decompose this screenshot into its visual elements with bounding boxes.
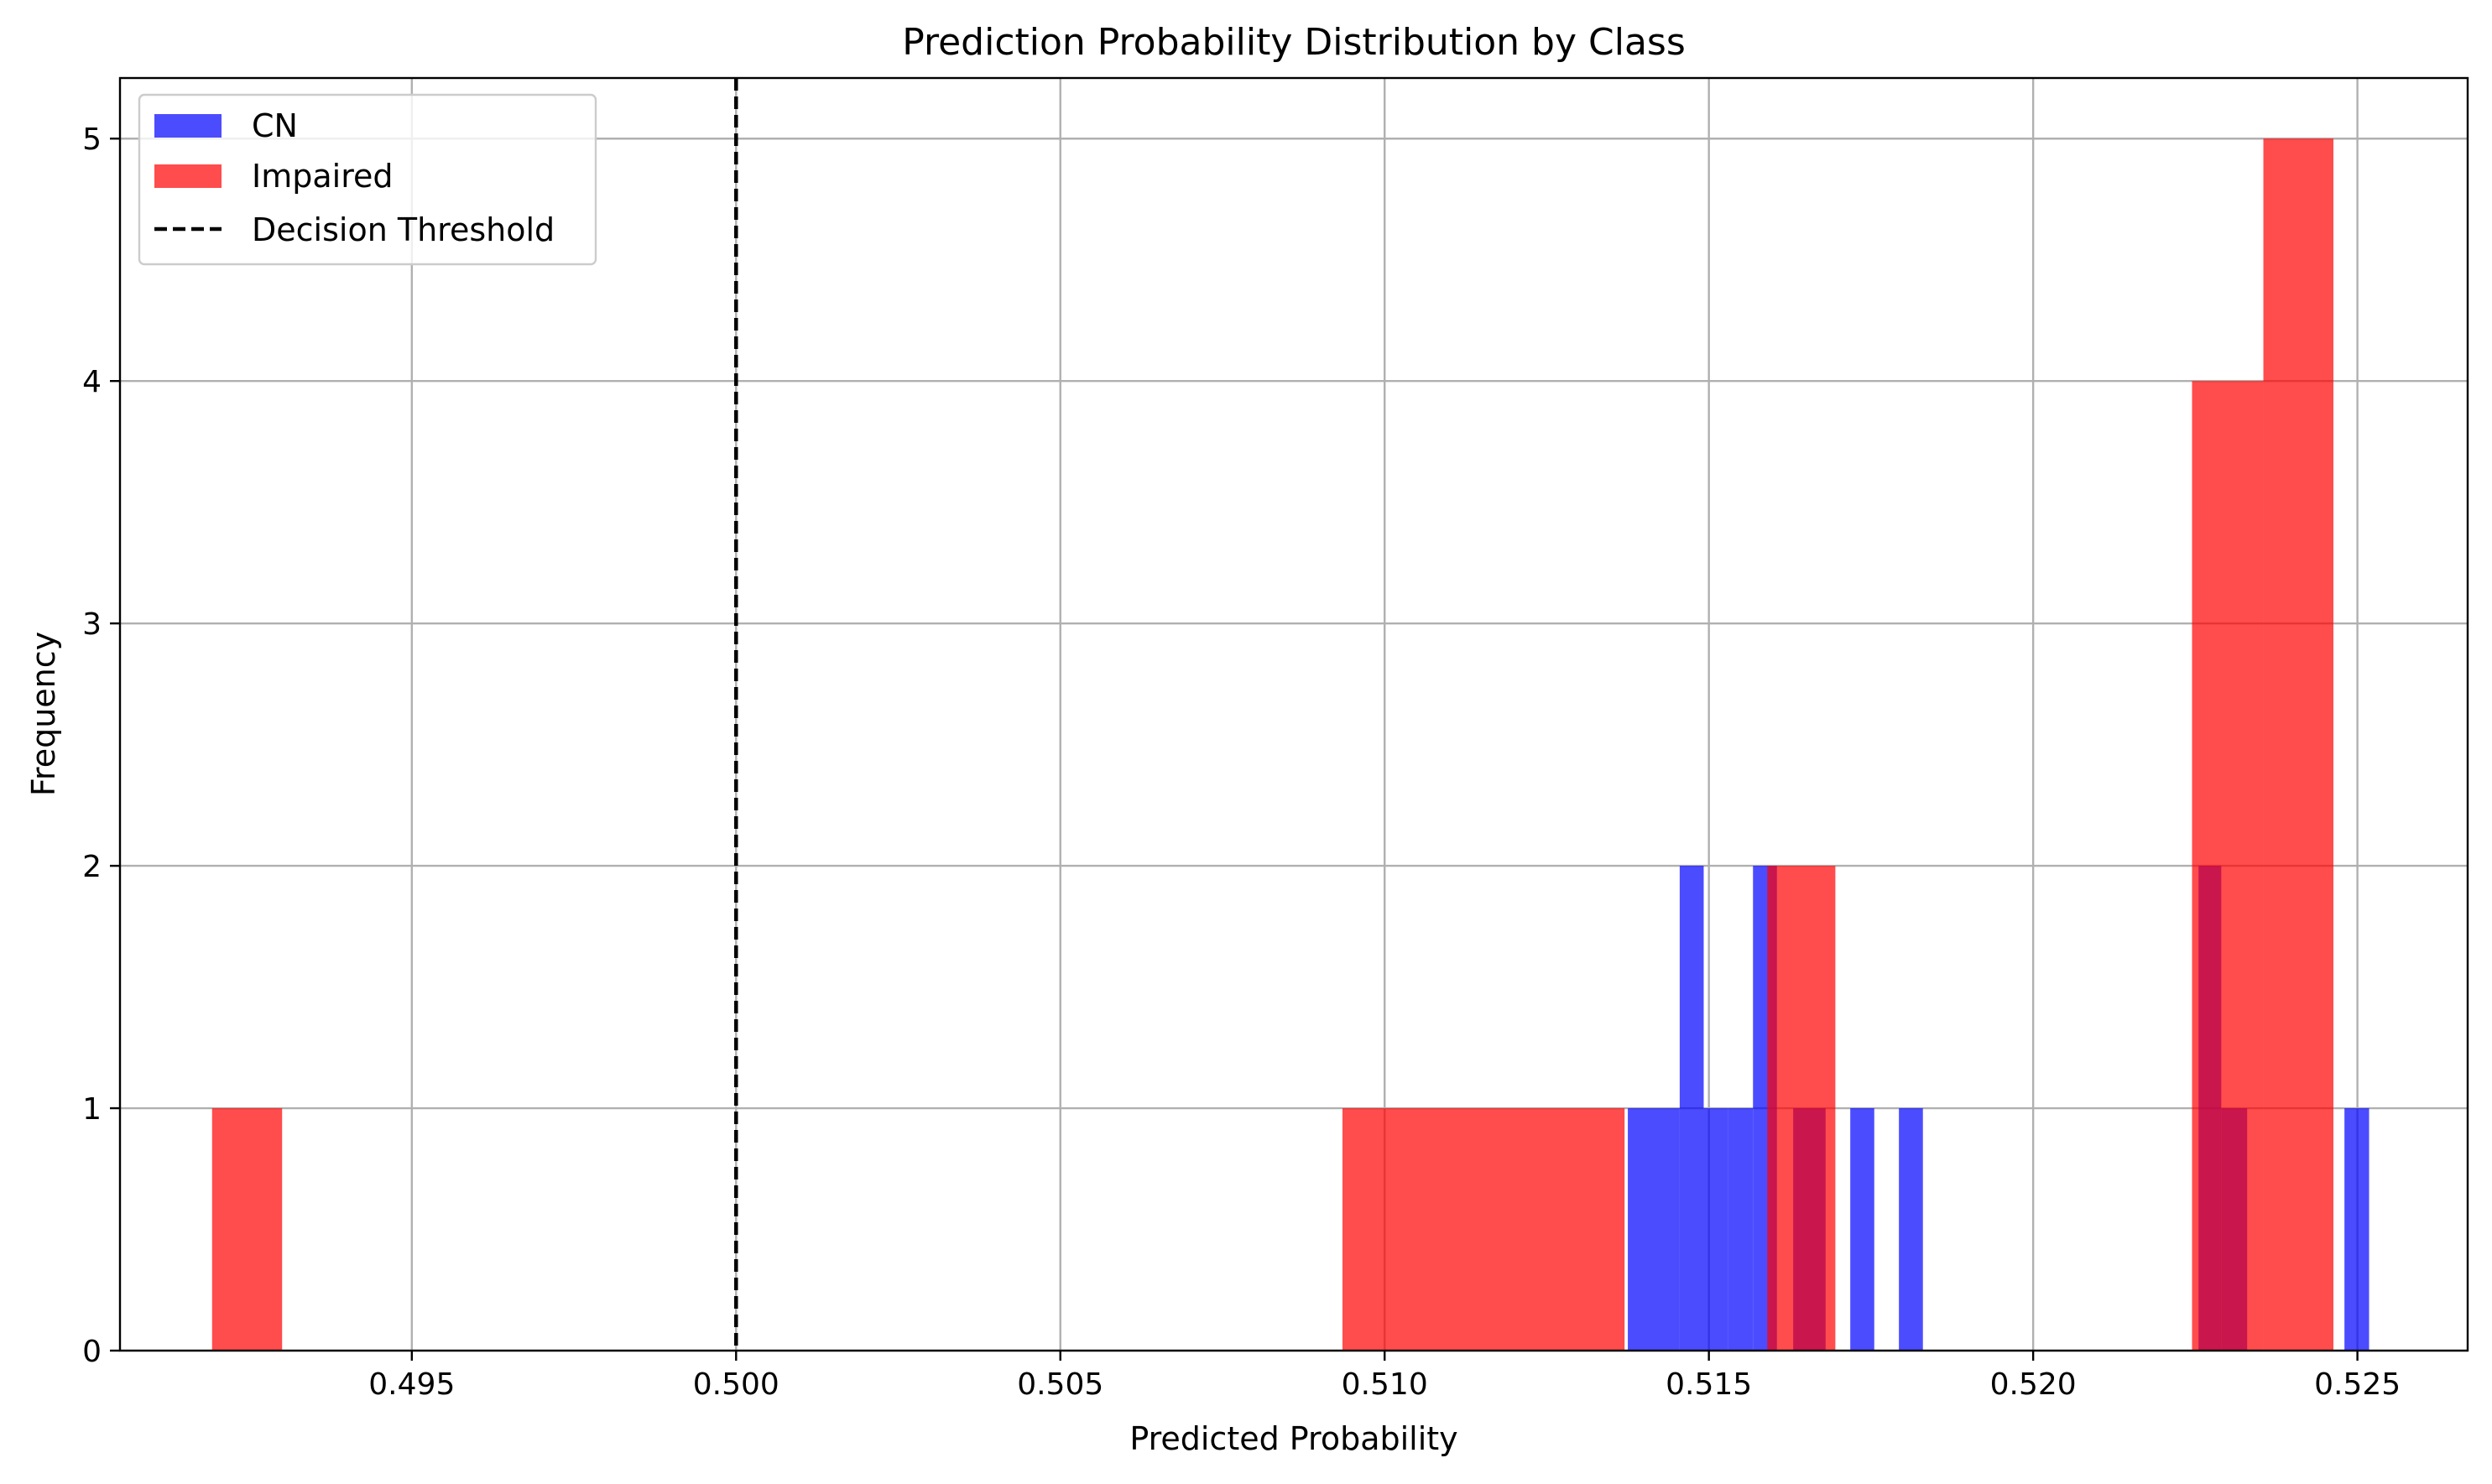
bar-impaired bbox=[1767, 866, 1777, 1351]
grid-lines bbox=[120, 78, 2468, 1352]
y-tick-label: 2 bbox=[82, 850, 102, 884]
legend-label-impaired: Impaired bbox=[252, 158, 393, 195]
legend-box bbox=[138, 93, 597, 266]
legend-label-threshold: Decision Threshold bbox=[252, 211, 555, 248]
plot-frame bbox=[118, 76, 2469, 1352]
bar-impaired bbox=[1776, 866, 1836, 1351]
bar-impaired bbox=[1342, 1108, 1625, 1351]
bar-impaired bbox=[211, 1108, 283, 1351]
x-tick-label: 0.510 bbox=[1342, 1367, 1428, 1402]
x-tick-label: 0.515 bbox=[1666, 1367, 1752, 1402]
y-tick-label: 5 bbox=[82, 122, 102, 157]
legend: CN Impaired Decision Threshold bbox=[138, 93, 597, 266]
legend-label-cn: CN bbox=[252, 107, 298, 144]
bar-cn bbox=[1728, 1108, 1754, 1351]
bar-impaired bbox=[2263, 138, 2334, 1351]
y-axis-label: Frequency bbox=[25, 632, 62, 796]
bar-cn bbox=[1679, 866, 1704, 1351]
bar-cn bbox=[1703, 1108, 1728, 1351]
bar-cn bbox=[1628, 1108, 1680, 1351]
legend-swatch-impaired bbox=[154, 164, 222, 188]
y-tick-label: 3 bbox=[82, 607, 102, 642]
bar-cn bbox=[1899, 1108, 1923, 1351]
x-tick-label: 0.505 bbox=[1017, 1367, 1103, 1402]
y-tick-label: 4 bbox=[82, 365, 102, 399]
chart-title: Prediction Probability Distribution by C… bbox=[902, 21, 1686, 64]
bar-cn bbox=[2344, 1108, 2369, 1351]
x-axis-label: Predicted Probability bbox=[1129, 1420, 1457, 1457]
x-axis-ticks: 0.495 0.500 0.505 0.510 0.515 0.520 0.525 bbox=[368, 1351, 2401, 1402]
x-tick-label: 0.495 bbox=[368, 1367, 455, 1402]
x-tick-label: 0.525 bbox=[2314, 1367, 2401, 1402]
legend-swatch-cn bbox=[154, 114, 222, 138]
y-tick-label: 1 bbox=[82, 1092, 102, 1127]
bar-impaired bbox=[2192, 381, 2264, 1351]
y-tick-label: 0 bbox=[82, 1335, 102, 1369]
bar-cn bbox=[1850, 1108, 1874, 1351]
histogram-bars bbox=[211, 138, 2369, 1351]
x-tick-label: 0.500 bbox=[693, 1367, 779, 1402]
y-axis-ticks: 0 1 2 3 4 5 bbox=[82, 122, 120, 1369]
x-tick-label: 0.520 bbox=[1990, 1367, 2077, 1402]
